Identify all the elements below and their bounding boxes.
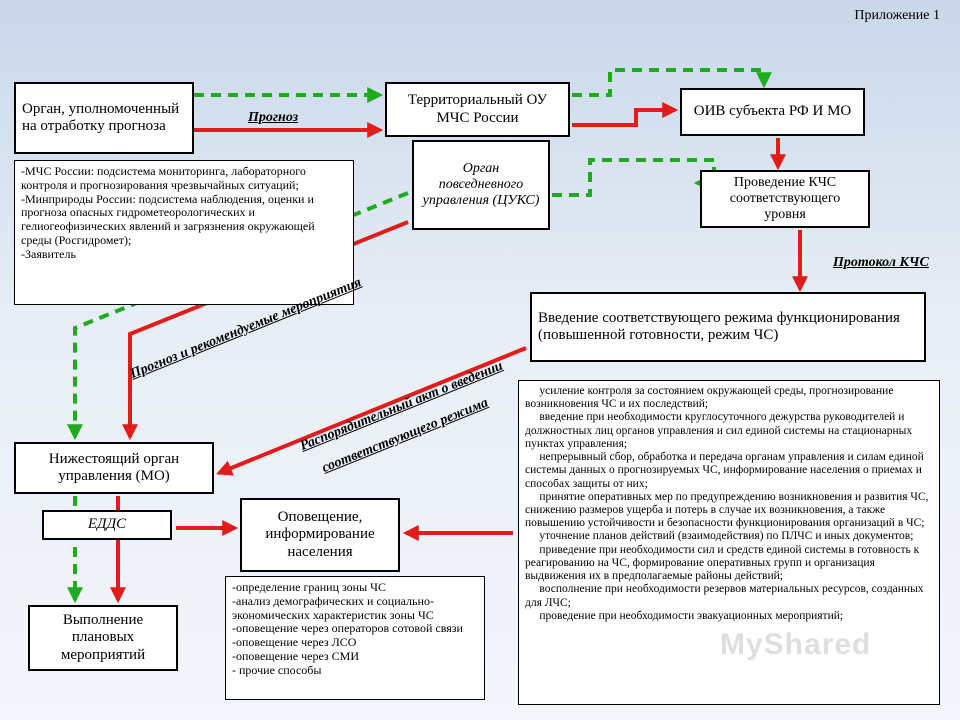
node-edds: ЕДДС — [42, 510, 172, 540]
label-prognoz: Прогноз — [248, 110, 298, 126]
node-organ-prognoz: Орган, уполномоченный на отработку прогн… — [14, 82, 194, 154]
note-measures: усиление контроля за состоянием окружающ… — [518, 380, 940, 705]
note-sources: -МЧС России: подсистема мониторинга, лаб… — [14, 160, 354, 305]
note-alert-methods: -определение границ зоны ЧС -анализ демо… — [225, 576, 485, 700]
node-plan: Выполнение плановых мероприятий — [28, 605, 178, 671]
node-kchs: Проведение КЧС соответствующего уровня — [700, 170, 870, 228]
appendix-label: Приложение 1 — [854, 8, 940, 24]
edge-e5 — [552, 160, 714, 195]
node-alert: Оповещение, информирование населения — [240, 498, 400, 572]
label-protokol: Протокол КЧС — [833, 255, 929, 271]
node-oiv-subject: ОИВ субъекта РФ И МО — [680, 88, 865, 136]
node-tsuks: Орган повседневного управления (ЦУКС) — [412, 140, 550, 230]
node-lower-body: Нижестоящий орган управления (МО) — [14, 442, 214, 494]
edge-e4 — [572, 110, 675, 125]
node-territorial-ou: Территориальный ОУ МЧС России — [385, 82, 570, 137]
node-regime: Введение соответствующего режима функцио… — [530, 292, 926, 362]
